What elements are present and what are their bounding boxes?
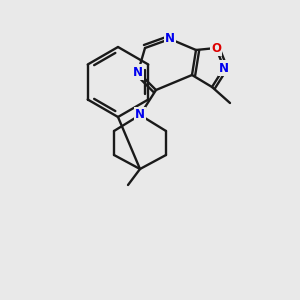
Text: N: N	[219, 61, 229, 74]
Text: N: N	[165, 32, 175, 46]
Text: N: N	[135, 109, 145, 122]
Text: N: N	[133, 65, 143, 79]
Text: O: O	[211, 41, 221, 55]
